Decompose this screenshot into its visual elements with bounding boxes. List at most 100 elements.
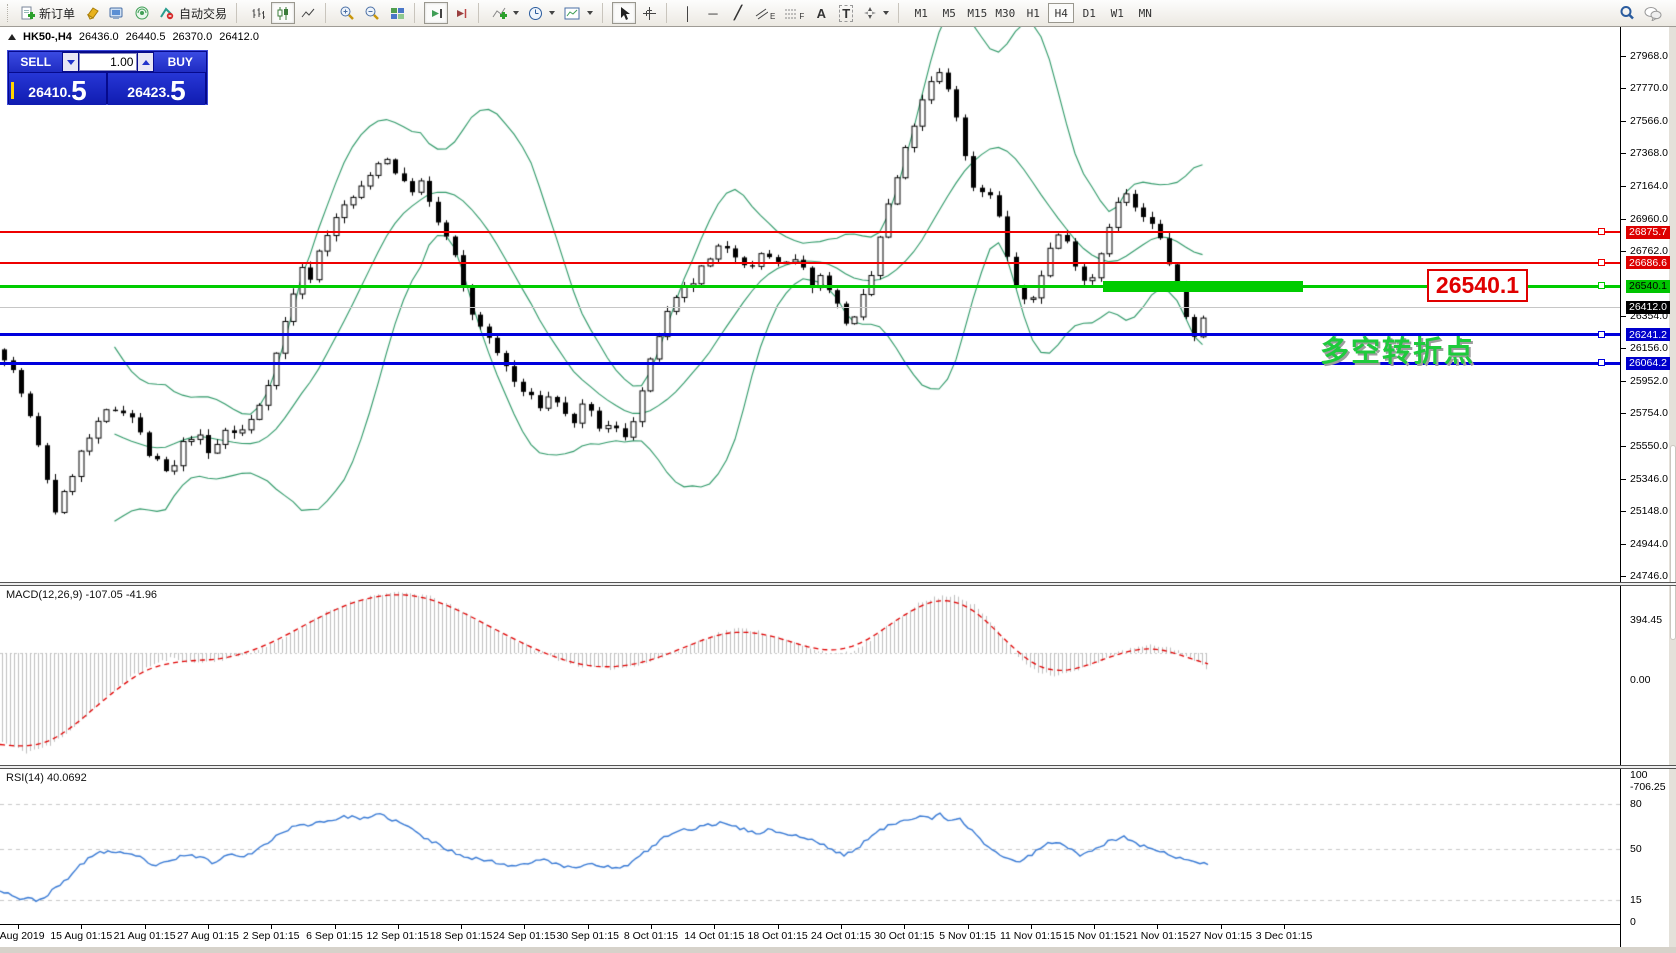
templates-button[interactable] bbox=[560, 2, 597, 24]
tile-windows-button[interactable] bbox=[385, 2, 409, 24]
editor-button[interactable] bbox=[80, 2, 104, 24]
toolbar-separator bbox=[666, 3, 672, 23]
price-axis-tick-mark bbox=[1621, 511, 1626, 513]
timeframe-button-m1[interactable]: M1 bbox=[914, 6, 928, 20]
vertical-line-tool-button[interactable]: │ bbox=[676, 2, 700, 24]
timeframe-button-h4[interactable]: H4 bbox=[1048, 3, 1075, 23]
buy-price-button[interactable]: 26423. 5 bbox=[108, 73, 205, 105]
zoom-in-button[interactable] bbox=[335, 2, 359, 24]
auto-scroll-button[interactable] bbox=[424, 2, 449, 24]
rsi-name: RSI(14) bbox=[6, 772, 44, 784]
line-endpoint-handle[interactable] bbox=[1598, 359, 1605, 367]
channel-e-label: E bbox=[770, 11, 776, 21]
line-endpoint-handle[interactable] bbox=[1598, 330, 1605, 338]
sell-price-button[interactable]: 26410. 5 bbox=[9, 73, 106, 105]
vertical-scrollbar-thumb[interactable] bbox=[1669, 445, 1676, 640]
text-label-tool-button[interactable]: T bbox=[834, 2, 858, 24]
timeframe-button-m15[interactable]: M15 bbox=[967, 6, 988, 20]
bar-chart-button[interactable] bbox=[246, 2, 270, 24]
volume-down-button[interactable] bbox=[63, 53, 79, 71]
time-axis-tick-mark bbox=[714, 925, 716, 929]
cursor-button[interactable] bbox=[612, 2, 637, 24]
line-chart-icon bbox=[301, 8, 314, 17]
timeframe-toolbar: M1 M5 M15 M30 H1 H4 D1 W1 MN bbox=[908, 3, 1158, 23]
timeframe-button-w1[interactable]: W1 bbox=[1110, 6, 1124, 20]
trendline-tool-button[interactable]: ╱ bbox=[726, 2, 750, 24]
timeframe-button-mn[interactable]: MN bbox=[1138, 6, 1152, 20]
volume-stepper bbox=[63, 52, 154, 72]
buy-button[interactable]: BUY bbox=[154, 52, 206, 72]
periods-button[interactable] bbox=[524, 2, 559, 24]
indicators-button[interactable] bbox=[488, 2, 523, 24]
terminal-button[interactable] bbox=[105, 2, 129, 24]
main-chart-canvas[interactable] bbox=[0, 27, 1620, 582]
horizontal-line-tool-button[interactable]: ─ bbox=[701, 2, 725, 24]
new-order-icon bbox=[21, 6, 35, 19]
dropdown-caret bbox=[549, 11, 556, 15]
horizontal-level-line-26412[interactable] bbox=[0, 306, 1620, 308]
timeframe-button-d1[interactable]: D1 bbox=[1082, 6, 1096, 20]
signals-button[interactable] bbox=[130, 2, 154, 24]
text-label-icon: T bbox=[839, 4, 854, 22]
timeframe-button-m30[interactable]: M30 bbox=[995, 6, 1016, 20]
chart-shift-button[interactable] bbox=[449, 2, 473, 24]
macd-panel[interactable]: MACD(12,26,9) -107.05 -41.96 bbox=[0, 586, 1620, 765]
macd-title: MACD(12,26,9) -107.05 -41.96 bbox=[6, 589, 157, 601]
search-button[interactable] bbox=[1615, 2, 1639, 24]
horizontal-level-line-26686.6[interactable] bbox=[0, 261, 1620, 264]
autotrading-button[interactable]: 自动交易 bbox=[155, 2, 231, 24]
price-axis-tick-mark bbox=[1621, 576, 1626, 577]
timeframe-button-m5[interactable]: M5 bbox=[942, 6, 956, 20]
price-axis[interactable]: 27968.0 27770.0 27566.0 27368.0 27164.0 26960… bbox=[1620, 27, 1670, 947]
volume-down-icon bbox=[66, 59, 75, 65]
time-axis-label: 9 Aug 2019 bbox=[0, 930, 45, 942]
one-click-trading-panel: SELL BUY 26410. 5 26423. 5 bbox=[7, 50, 208, 105]
time-axis-label: 18 Sep 01:15 bbox=[429, 930, 493, 942]
time-axis-label: 15 Aug 01:15 bbox=[50, 930, 113, 942]
rsi-axis-label: 0 bbox=[1630, 916, 1636, 928]
line-chart-button[interactable] bbox=[296, 2, 320, 24]
panel-splitter[interactable] bbox=[0, 582, 1676, 586]
price-axis-tick-mark bbox=[1621, 479, 1626, 481]
arrows-tool-button[interactable] bbox=[859, 2, 893, 24]
main-chart-plot[interactable]: 多空转折点 26540.1 bbox=[0, 27, 1620, 582]
channel-tool-button[interactable]: E bbox=[751, 2, 779, 24]
horizontal-level-line-26540.1[interactable] bbox=[0, 284, 1620, 288]
crosshair-button[interactable] bbox=[637, 2, 661, 24]
volume-up-button[interactable] bbox=[138, 53, 154, 71]
sell-button[interactable]: SELL bbox=[9, 52, 63, 72]
line-endpoint-handle[interactable] bbox=[1598, 282, 1605, 290]
collapse-panel-icon[interactable] bbox=[8, 34, 16, 40]
horizontal-level-line-26064.2[interactable] bbox=[0, 361, 1620, 365]
timeframe-button-h1[interactable]: H1 bbox=[1026, 6, 1040, 20]
price-marker-26686.6: 26686.6 bbox=[1626, 256, 1670, 270]
new-order-button[interactable]: 新订单 bbox=[16, 2, 79, 24]
chart-annotation-text[interactable]: 多空转折点 bbox=[1320, 336, 1476, 368]
text-tool-button[interactable]: A bbox=[809, 2, 833, 24]
horizontal-level-line-26241.2[interactable] bbox=[0, 333, 1620, 337]
line-endpoint-handle[interactable] bbox=[1598, 258, 1605, 266]
periods-clock-icon bbox=[529, 6, 543, 20]
price-axis-tick-label: 27770.0 bbox=[1630, 81, 1668, 94]
rsi-panel[interactable]: RSI(14) 40.0692 bbox=[0, 769, 1620, 924]
chat-button[interactable] bbox=[1640, 2, 1666, 24]
line-endpoint-handle[interactable] bbox=[1598, 228, 1605, 236]
toolbar-drag-handle[interactable] bbox=[7, 4, 12, 22]
editor-icon bbox=[86, 6, 99, 20]
panel-splitter[interactable] bbox=[0, 765, 1676, 769]
zoom-out-button[interactable] bbox=[360, 2, 384, 24]
horizontal-level-line-26875.7[interactable] bbox=[0, 231, 1620, 234]
fibonacci-tool-button[interactable]: F bbox=[780, 2, 808, 24]
macd-canvas[interactable] bbox=[0, 586, 1620, 765]
candlestick-chart-button[interactable] bbox=[271, 2, 296, 24]
price-axis-tick-label: 25346.0 bbox=[1630, 473, 1668, 486]
signals-icon bbox=[135, 6, 149, 19]
crosshair-icon bbox=[642, 6, 656, 20]
price-callout-box[interactable]: 26540.1 bbox=[1427, 269, 1528, 302]
trendline-icon: ╱ bbox=[734, 5, 742, 20]
rsi-canvas[interactable] bbox=[0, 769, 1620, 924]
level-highlight-segment[interactable] bbox=[1103, 280, 1303, 292]
price-axis-tick-mark bbox=[1621, 120, 1626, 122]
volume-input[interactable] bbox=[79, 53, 138, 71]
